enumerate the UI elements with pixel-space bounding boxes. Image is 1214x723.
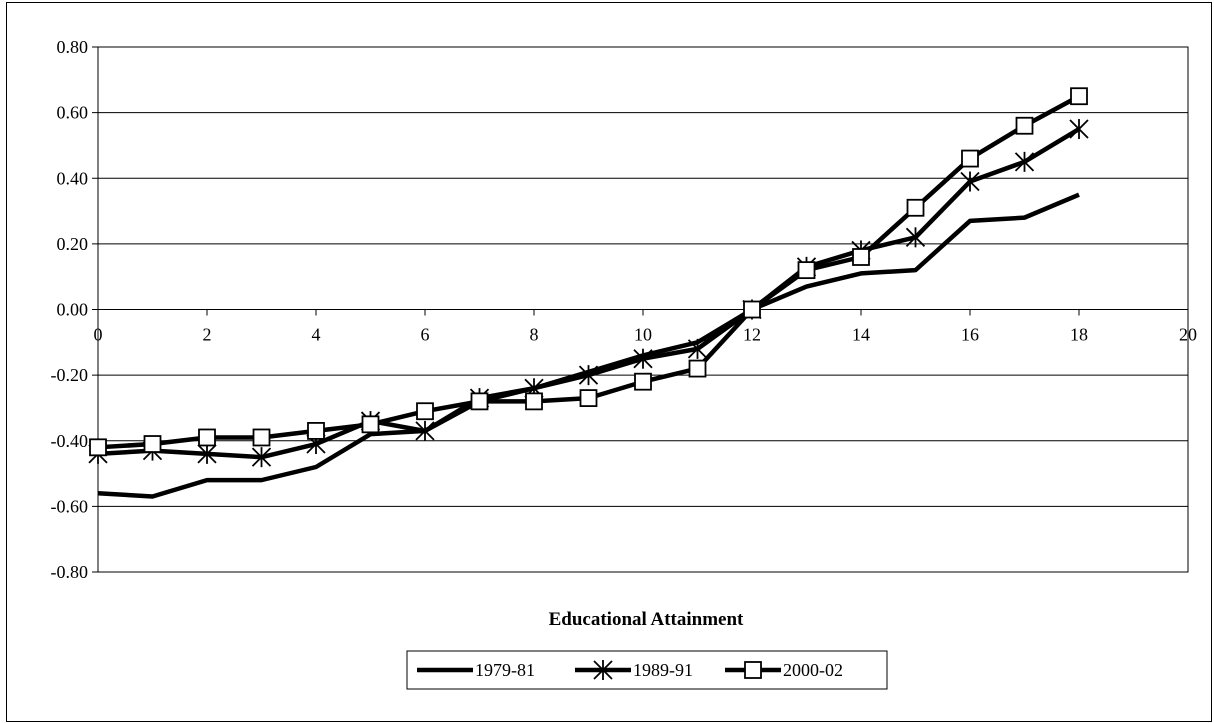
data-point-1989-91	[1069, 119, 1089, 140]
legend-label: 1989-91	[633, 660, 693, 680]
data-point-1989-91	[960, 171, 980, 192]
data-point-2000-02	[416, 402, 434, 421]
data-point-2000-02	[525, 392, 543, 411]
data-point-2000-02	[470, 392, 489, 411]
data-point-1989-91	[1014, 151, 1035, 172]
x-tick-label: 20	[1179, 325, 1197, 345]
data-point-2000-02	[634, 372, 652, 391]
x-axis-tick-labels: 0 2 4 6 8 10 12 14 16 18 20	[94, 325, 1198, 345]
x-tick-label: 14	[852, 325, 870, 345]
data-point-1989-91	[197, 443, 217, 464]
y-tick-label: 0.60	[57, 103, 89, 123]
y-tick-label: 0.00	[57, 300, 89, 320]
data-point-2000-02	[252, 428, 271, 447]
data-point-2000-02	[688, 359, 707, 378]
data-point-2000-02	[852, 248, 870, 266]
data-point-1989-91	[905, 227, 926, 248]
x-tick-label: 8	[530, 325, 539, 345]
legend-box	[406, 650, 888, 690]
y-axis-tick-labels: 0.80 0.60 0.40 0.20 0.00 -0.20 -0.40 -0.60 -0.80	[51, 37, 89, 582]
x-tick-label: 12	[743, 325, 761, 345]
x-tick-label: 6	[421, 325, 430, 345]
y-tick-label: -0.60	[51, 496, 89, 516]
x-axis-label: Educational Attainment	[549, 609, 744, 630]
data-point-2000-02	[906, 198, 925, 217]
legend-label: 2000-02	[783, 660, 843, 680]
y-tick-label: -0.80	[51, 562, 89, 582]
data-point-2000-02	[961, 149, 979, 168]
x-tick-label: 10	[634, 325, 652, 345]
chart-frame: 0.80 0.60 0.40 0.20 0.00 -0.20 -0.40 -0.60 -0.80…	[6, 2, 1212, 722]
x-tick-label: 4	[312, 325, 321, 345]
y-tick-label: 0.20	[57, 234, 89, 254]
data-point-2000-02	[743, 300, 761, 319]
data-point-1989-91	[415, 420, 435, 441]
data-point-1989-91	[687, 338, 708, 359]
data-point-2000-02	[198, 428, 216, 447]
legend-marker-2000-02	[744, 661, 762, 679]
data-point-2000-02	[307, 422, 325, 440]
series-line-1979-81	[97, 192, 1080, 499]
data-point-2000-02	[797, 261, 816, 280]
x-tick-label: 18	[1070, 325, 1088, 345]
legend-label: 1979-81	[475, 660, 535, 680]
series-lines	[88, 87, 1089, 499]
data-point-2000-02	[89, 438, 107, 457]
x-tick-label: 16	[961, 325, 979, 345]
x-tick-label: 0	[94, 325, 103, 345]
data-point-2000-02	[579, 389, 598, 407]
y-tick-label: -0.20	[51, 365, 89, 385]
data-point-2000-02	[143, 435, 162, 453]
data-point-1989-91	[251, 447, 272, 468]
data-point-2000-02	[361, 415, 380, 434]
y-tick-label: 0.40	[57, 168, 89, 188]
data-point-2000-02	[1070, 87, 1088, 106]
y-tick-label: 0.80	[57, 37, 89, 57]
data-point-2000-02	[1015, 116, 1034, 135]
y-tick-label: -0.40	[51, 431, 89, 451]
legend-marker-1989-91	[593, 660, 613, 680]
axes	[92, 46, 1189, 573]
data-point-1989-91	[633, 348, 653, 369]
x-tick-label: 2	[203, 325, 212, 345]
line-chart: 0.80 0.60 0.40 0.20 0.00 -0.20 -0.40 -0.60 -0.80…	[51, 37, 1198, 690]
legend: 1979-81 1989-91 2000-02	[406, 650, 888, 690]
data-point-1989-91	[578, 365, 599, 386]
